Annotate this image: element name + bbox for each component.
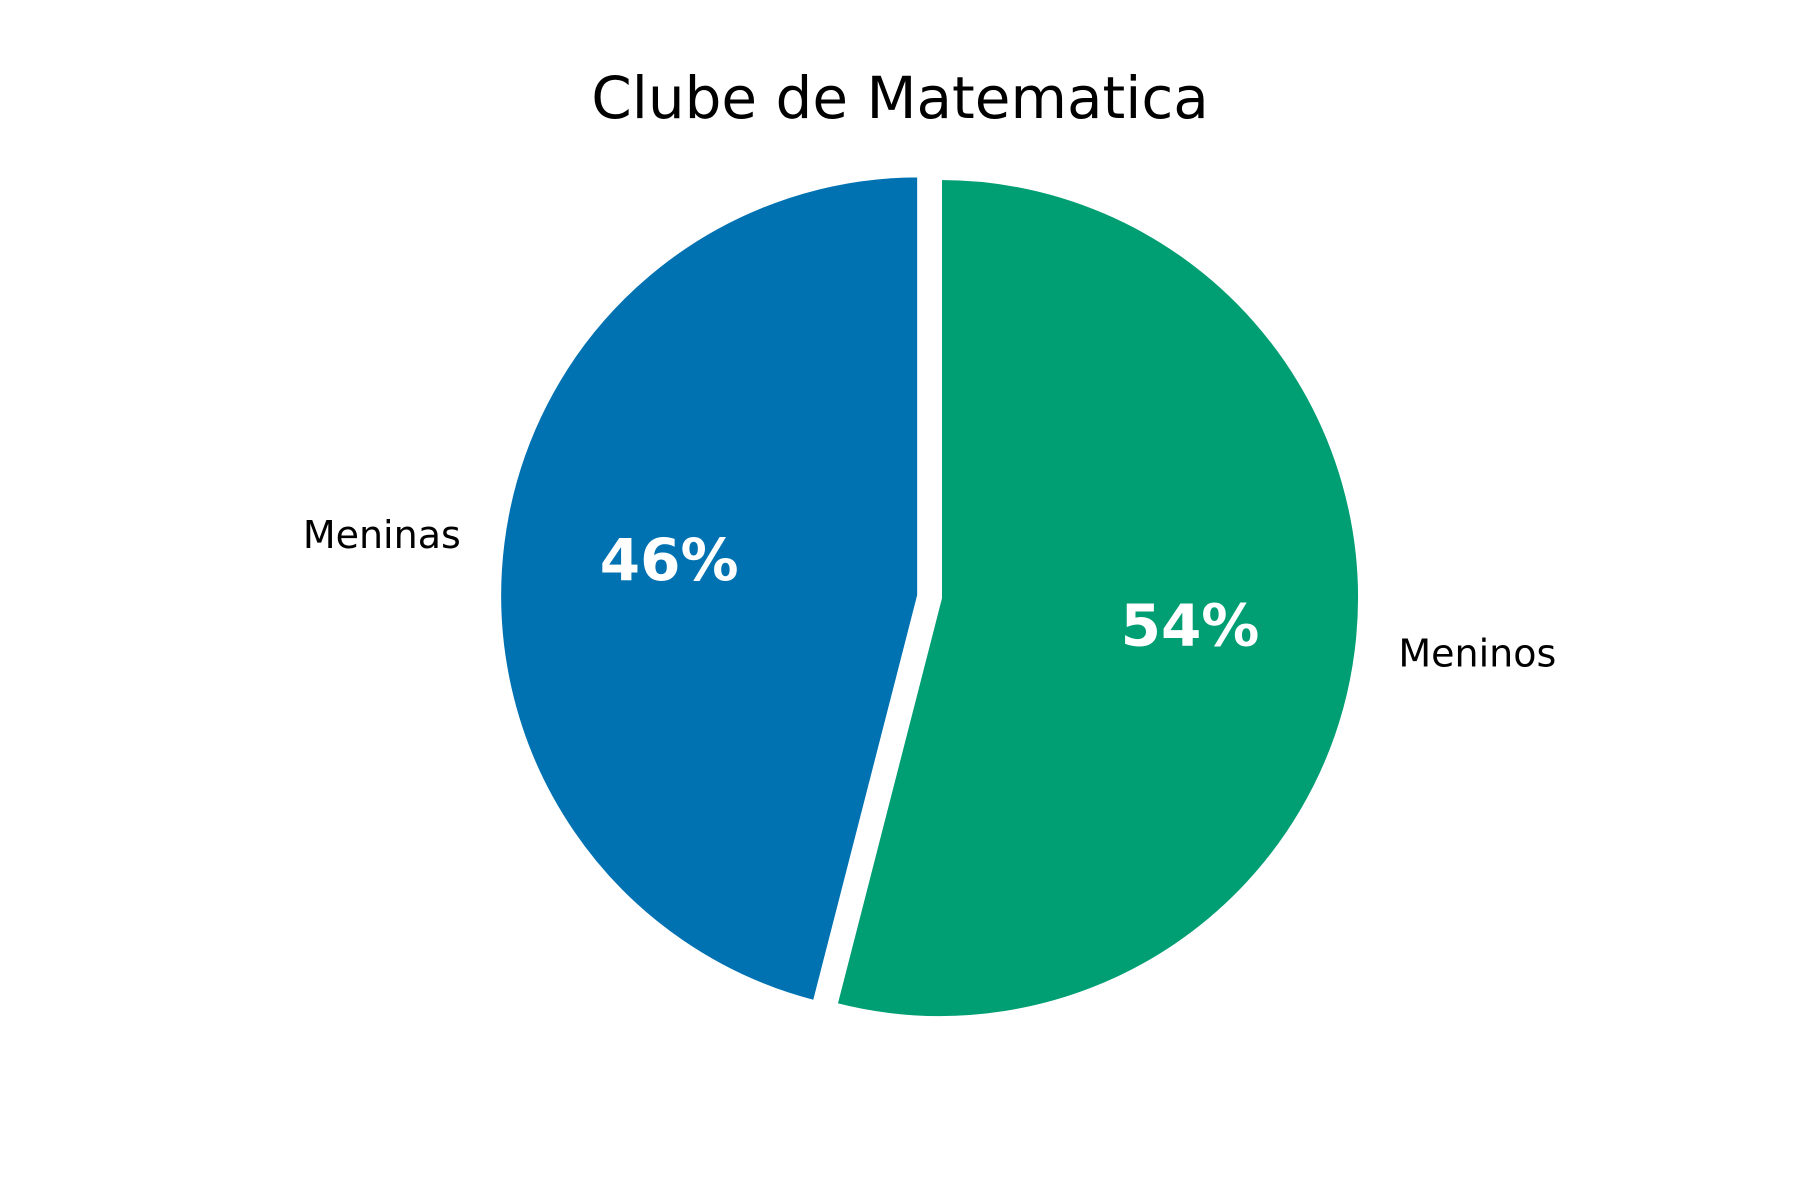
pie-slice-meninos (833, 175, 1363, 1020)
slice-label-meninas: Meninas (303, 513, 461, 557)
slice-percent-meninas: 46% (600, 526, 739, 594)
slice-label-meninos: Meninos (1398, 631, 1556, 675)
pie-slice-meninas (497, 173, 922, 1005)
slice-percent-meninos: 54% (1121, 592, 1260, 660)
pie-labels: Meninas 46% Meninos 54% (303, 513, 1556, 675)
chart-title: Clube de Matematica (591, 64, 1209, 132)
pie-slices (497, 173, 1363, 1020)
